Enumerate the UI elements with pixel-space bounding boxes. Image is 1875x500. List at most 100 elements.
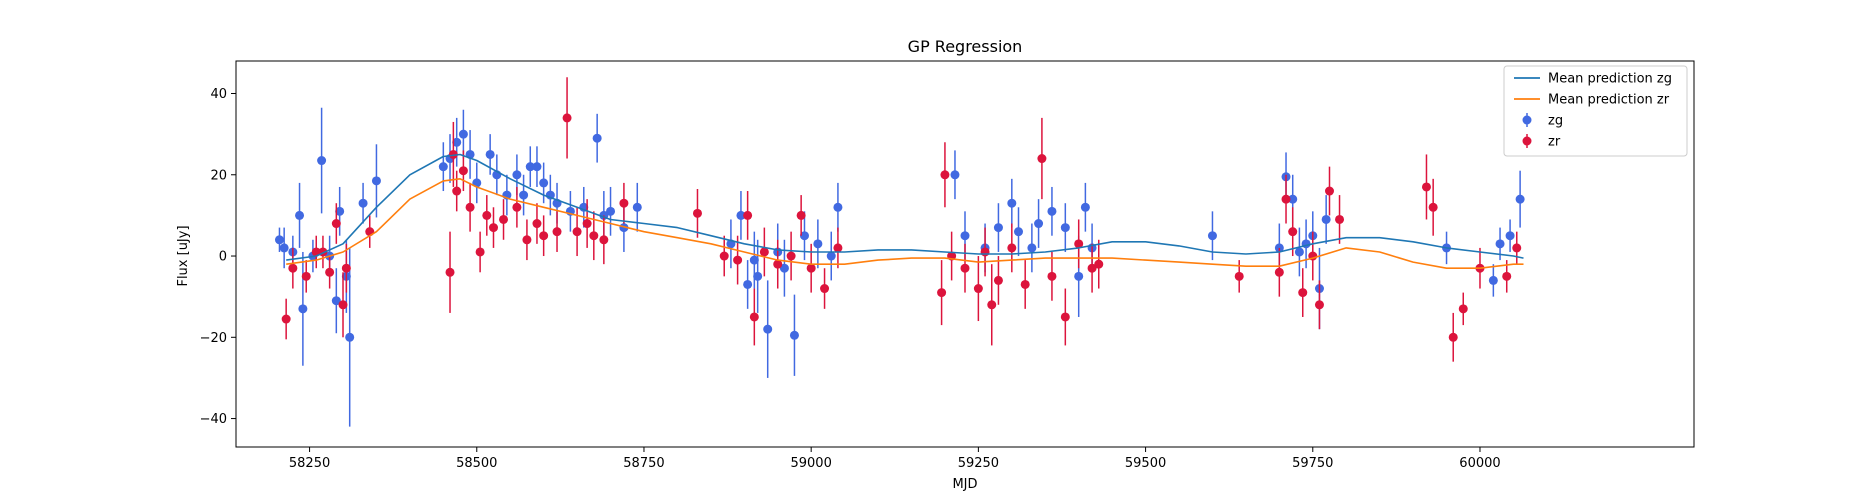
legend-point-swatch	[1522, 115, 1532, 125]
zg-point	[274, 235, 284, 245]
legend: Mean prediction zg Mean prediction zr zg zr	[1503, 65, 1688, 157]
zr-point	[1274, 267, 1284, 277]
zr-point	[499, 214, 509, 224]
zg-point	[1294, 247, 1304, 257]
zg-point	[485, 149, 495, 159]
zg-point	[1060, 223, 1070, 233]
zr-point	[281, 314, 291, 324]
zr-point	[539, 231, 549, 241]
zg-point	[592, 133, 602, 143]
zg-point	[736, 210, 746, 220]
zg-point	[826, 251, 836, 261]
zr-point	[993, 275, 1003, 285]
chart-title: GP Regression	[908, 37, 1023, 56]
zr-point	[458, 166, 468, 176]
zr-point	[1502, 271, 1512, 281]
zr-point	[1281, 194, 1291, 204]
zg-point	[1034, 219, 1044, 229]
legend-label: Mean prediction zr	[1548, 93, 1670, 108]
zr-point	[733, 255, 743, 265]
zr-point	[1421, 182, 1431, 192]
x-tick-label: 58750	[623, 456, 664, 471]
zg-point	[1288, 194, 1298, 204]
zg-point	[779, 263, 789, 273]
zg-point	[331, 296, 341, 306]
legend-label: Mean prediction zg	[1548, 72, 1672, 87]
x-axis: 58250 58500 58750 59000 59250 59500 59750 60000	[289, 447, 1501, 471]
zg-point	[1080, 202, 1090, 212]
zr-point	[1047, 271, 1057, 281]
x-tick-label: 59500	[1125, 456, 1166, 471]
zr-point	[1074, 239, 1084, 249]
zr-point	[833, 243, 843, 253]
zg-point	[539, 178, 549, 188]
zg-point	[438, 162, 448, 172]
zr-point	[599, 235, 609, 245]
zg-point	[1488, 275, 1498, 285]
zr-point	[820, 284, 830, 294]
zg-point	[1207, 231, 1217, 241]
zg-point	[1014, 227, 1024, 237]
zg-point	[799, 231, 809, 241]
legend-label: zg	[1548, 114, 1563, 129]
zg-point	[606, 206, 616, 216]
zr-point	[475, 247, 485, 257]
zr-point	[1428, 202, 1438, 212]
zr-point	[1007, 243, 1017, 253]
zg-point	[525, 162, 535, 172]
zg-point	[1515, 194, 1525, 204]
zg-point	[371, 176, 381, 186]
zr-point	[552, 227, 562, 237]
zr-point	[719, 251, 729, 261]
zr-point	[960, 263, 970, 273]
zr-point	[1037, 154, 1047, 164]
y-tick-label: −20	[200, 331, 227, 346]
zr-point	[1060, 312, 1070, 322]
zg-point	[458, 129, 468, 139]
y-tick-label: −40	[200, 412, 227, 427]
x-tick-label: 59000	[790, 456, 831, 471]
zg-point	[753, 271, 763, 281]
zr-point	[940, 170, 950, 180]
zr-point	[1512, 243, 1522, 253]
zr-point	[1335, 214, 1345, 224]
zg-point	[335, 206, 345, 216]
zg-point	[763, 324, 773, 334]
zr-point	[288, 263, 298, 273]
zr-point	[341, 263, 351, 273]
plot-frame	[235, 60, 1695, 448]
zr-point	[448, 149, 458, 159]
zr-point	[488, 223, 498, 233]
zg-point	[298, 304, 308, 314]
zr-point	[1020, 279, 1030, 289]
zr-point	[522, 235, 532, 245]
x-tick-label: 58250	[289, 456, 330, 471]
zg-point	[743, 279, 753, 289]
zg-point	[1495, 239, 1505, 249]
zr-point	[1288, 227, 1298, 237]
zg-point	[345, 332, 355, 342]
zg-point	[950, 170, 960, 180]
y-axis: −40 −20 0 20 40	[200, 87, 236, 427]
zr-point	[692, 208, 702, 218]
zr-point	[1234, 271, 1244, 281]
zr-point	[1087, 263, 1097, 273]
x-tick-label: 59750	[1292, 456, 1333, 471]
zr-point	[331, 219, 341, 229]
zr-point	[1094, 259, 1104, 269]
zr-point	[980, 247, 990, 257]
y-tick-label: 20	[210, 168, 227, 183]
zr-point	[301, 271, 311, 281]
zg-point	[532, 162, 542, 172]
zr-point	[806, 263, 816, 273]
x-tick-label: 60000	[1459, 456, 1500, 471]
zr-point	[338, 300, 348, 310]
zr-point	[773, 259, 783, 269]
zr-point	[1314, 300, 1324, 310]
plot-data-group	[274, 77, 1525, 427]
mean-prediction-zg-line	[286, 153, 1524, 261]
zr-point	[743, 210, 753, 220]
zr-point	[786, 251, 796, 261]
x-tick-label: 59250	[958, 456, 999, 471]
